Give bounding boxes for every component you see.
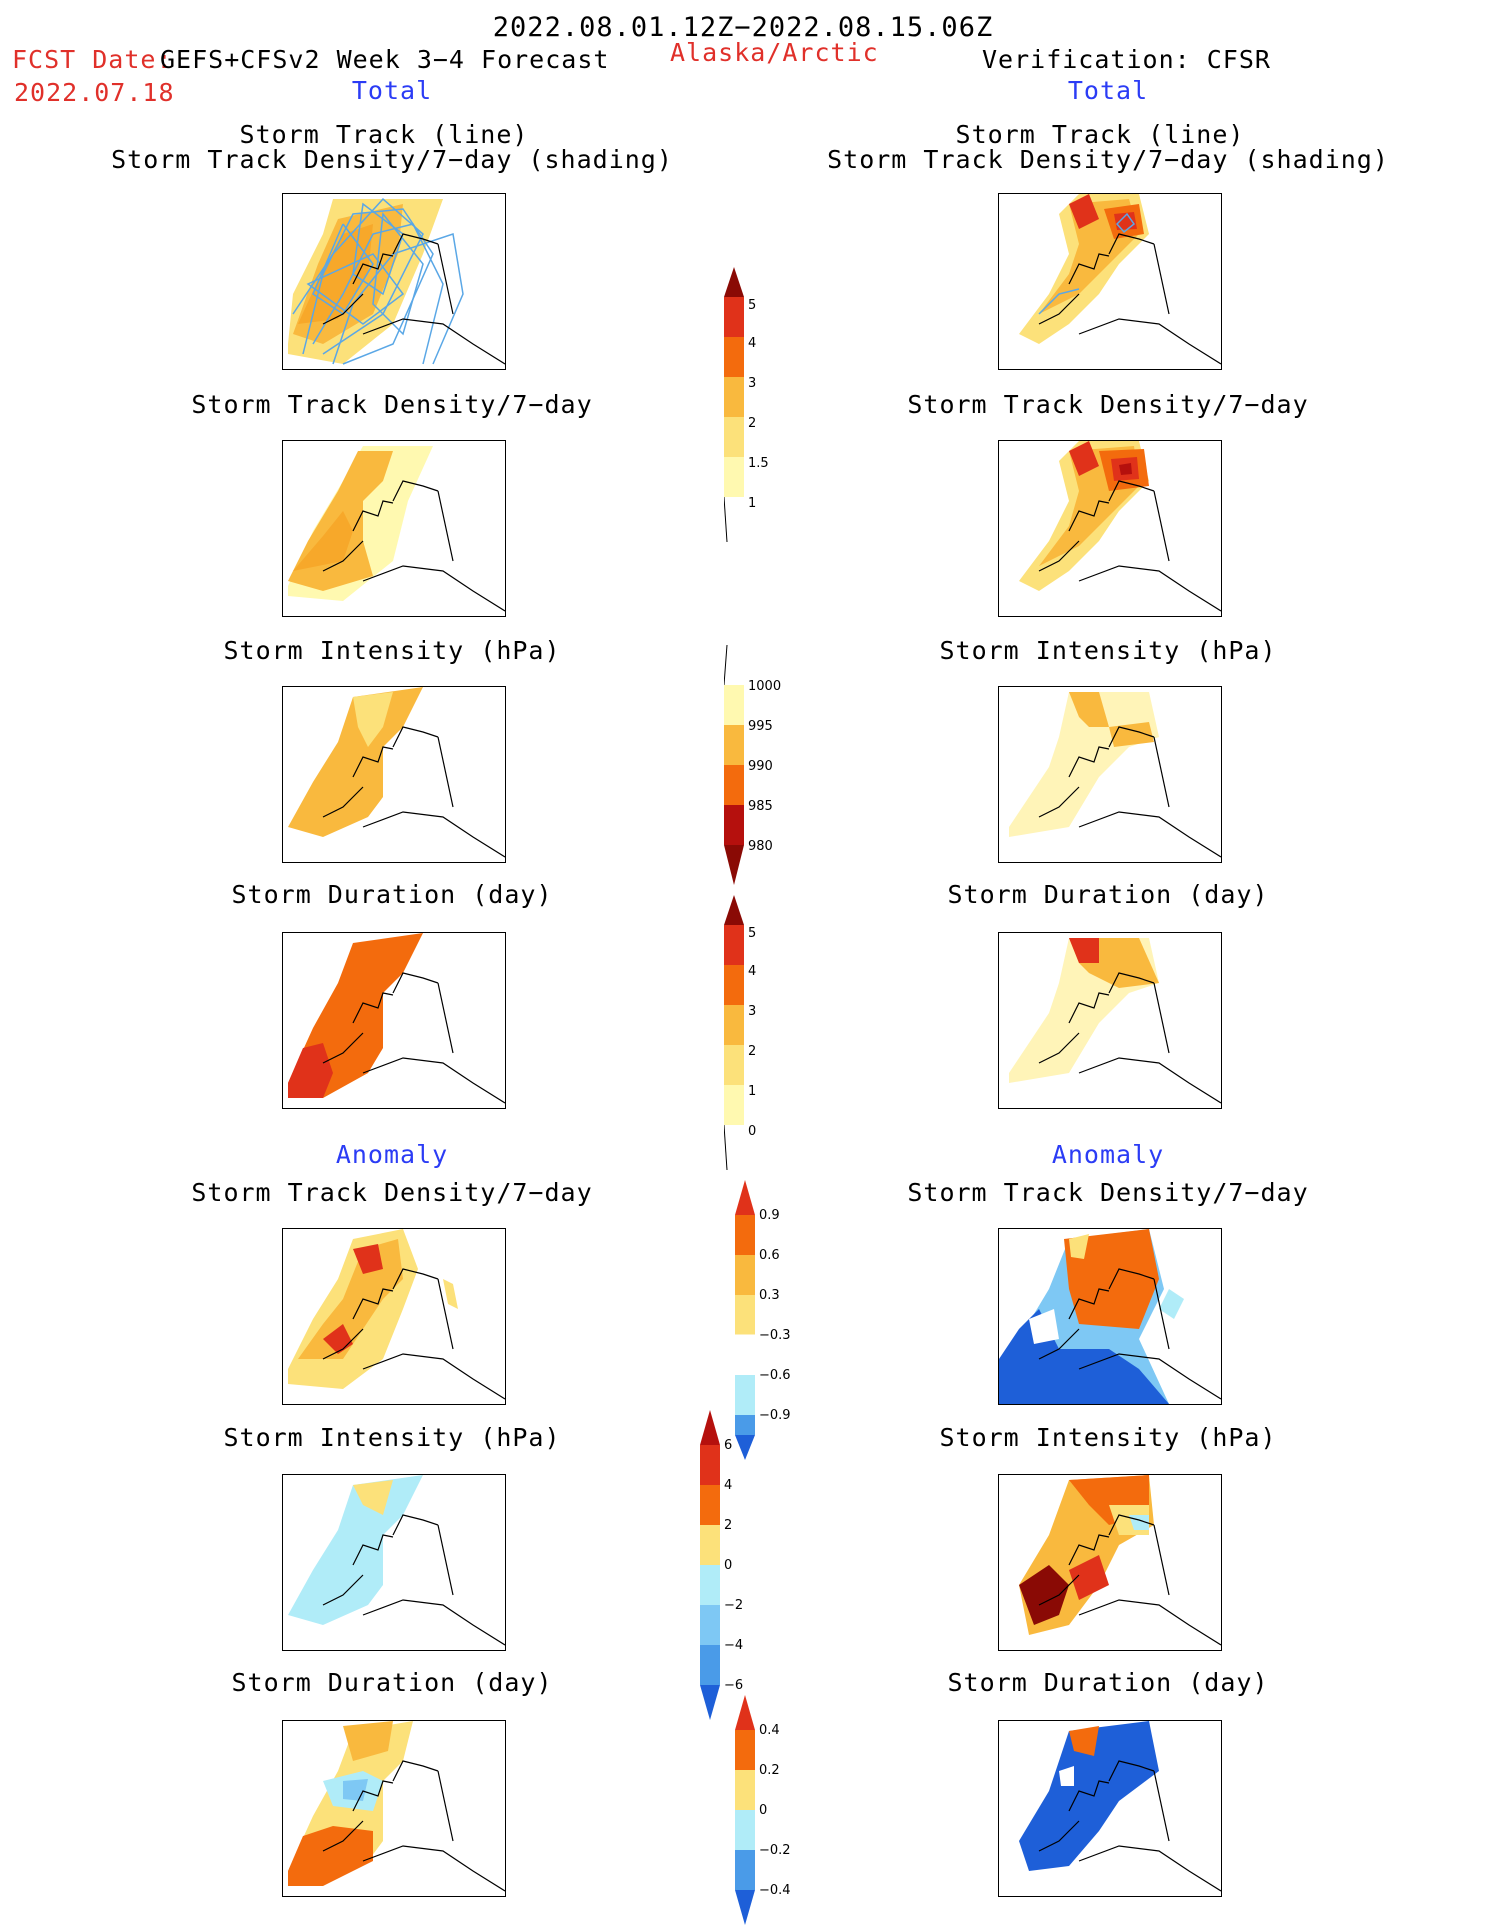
cbar-label: 4 [748, 964, 757, 979]
left-anom-density-title: Storm Track Density/7−day [191, 1178, 593, 1207]
cbar-label: 3 [748, 376, 757, 391]
cbar-label: 3 [748, 1004, 757, 1019]
right-intensity-title: Storm Intensity (hPa) [939, 636, 1277, 665]
right-total-label: Total [1067, 76, 1149, 105]
cbar-label: 5 [748, 926, 757, 941]
map-left-intensity [282, 686, 506, 863]
map-right-intensity [998, 686, 1222, 863]
map-right-anom-duration [998, 1720, 1222, 1897]
map-left-anom-intensity [282, 1474, 506, 1651]
cbar-label: −0.6 [759, 1368, 791, 1383]
region-label: Alaska/Arctic [670, 38, 879, 67]
cbar-label: −4 [724, 1638, 744, 1653]
cbar-label: 0.6 [759, 1248, 780, 1263]
colorbar-density-total: 5 4 3 2 1.5 1 [723, 262, 784, 543]
date-range-title: 2022.08.01.12Z−2022.08.15.06Z [492, 12, 994, 43]
right-anom-density-title: Storm Track Density/7−day [907, 1178, 1309, 1207]
left-anom-intensity-title: Storm Intensity (hPa) [223, 1423, 561, 1452]
cbar-label: 2 [748, 1044, 757, 1059]
cbar-label: 0.2 [759, 1763, 780, 1778]
cbar-label: 5 [748, 298, 757, 313]
left-density-title: Storm Track Density/7−day [191, 390, 593, 419]
map-right-track [998, 193, 1222, 370]
left-track-title-2: Storm Track Density/7−day (shading) [111, 145, 673, 174]
map-right-anom-intensity [998, 1474, 1222, 1651]
left-intensity-title: Storm Intensity (hPa) [223, 636, 561, 665]
map-right-anom-density [998, 1228, 1222, 1405]
cbar-label: −0.2 [759, 1843, 791, 1858]
cbar-label: 1.5 [748, 456, 769, 471]
cbar-label: 1000 [748, 679, 782, 694]
cbar-label: 980 [748, 839, 773, 854]
right-anom-intensity-title: Storm Intensity (hPa) [939, 1423, 1277, 1452]
fcst-date-label: FCST Date: [12, 45, 173, 74]
cbar-label: −0.4 [759, 1883, 791, 1898]
cbar-label: 0.4 [759, 1723, 780, 1738]
map-left-anom-duration [282, 1720, 506, 1897]
right-anom-duration-title: Storm Duration (day) [947, 1668, 1269, 1697]
cbar-label: 0 [759, 1803, 768, 1818]
cbar-label: 0 [748, 1124, 757, 1139]
cbar-label: −6 [724, 1678, 744, 1693]
cbar-label: 4 [724, 1478, 733, 1493]
cbar-label: 0.9 [759, 1208, 780, 1223]
colorbar-intensity-total: 1000 995 990 985 980 [723, 644, 784, 885]
map-left-density [282, 440, 506, 617]
colorbar-intensity-anom: 6 4 2 0 −2 −4 −6 [700, 1410, 760, 1720]
right-track-title-2: Storm Track Density/7−day (shading) [827, 145, 1389, 174]
cbar-label: −0.9 [759, 1408, 791, 1423]
left-duration-title: Storm Duration (day) [231, 880, 553, 909]
left-anomaly-label: Anomaly [335, 1140, 449, 1169]
cbar-label: 4 [748, 336, 757, 351]
cbar-label: −2 [724, 1598, 744, 1613]
cbar-label: 985 [748, 799, 773, 814]
cbar-label: 0.3 [759, 1288, 780, 1303]
cbar-label: 1 [748, 1084, 757, 1099]
map-left-track [282, 193, 506, 370]
cbar-label: 990 [748, 759, 773, 774]
left-track-title-1: Storm Track (line) [239, 120, 529, 149]
forecast-model-label: GEFS+CFSv2 Week 3−4 Forecast [160, 45, 610, 74]
cbar-label: 2 [724, 1518, 733, 1533]
left-total-label: Total [351, 76, 433, 105]
cbar-label: 2 [748, 416, 757, 431]
cbar-label: 1 [748, 496, 757, 511]
right-duration-title: Storm Duration (day) [947, 880, 1269, 909]
cbar-label: −0.3 [759, 1328, 791, 1343]
colorbar-duration-total: 5 4 3 2 1 0 [723, 890, 784, 1171]
map-left-anom-density [282, 1228, 506, 1405]
cbar-label: 0 [724, 1558, 733, 1573]
colorbar-density-anom: 0.9 0.6 0.3 −0.3 −0.6 −0.9 [734, 1180, 795, 1460]
right-track-title-1: Storm Track (line) [955, 120, 1245, 149]
cbar-label: 995 [748, 719, 773, 734]
right-anomaly-label: Anomaly [1051, 1140, 1165, 1169]
verification-label: Verification: CFSR [982, 45, 1271, 74]
left-anom-duration-title: Storm Duration (day) [231, 1668, 553, 1697]
right-density-title: Storm Track Density/7−day [907, 390, 1309, 419]
colorbar-duration-anom: 0.4 0.2 0 −0.2 −0.4 [735, 1695, 795, 1925]
map-left-duration [282, 932, 506, 1109]
cbar-label: 6 [724, 1438, 733, 1453]
forecast-date: 2022.07.18 [14, 78, 175, 107]
map-right-density [998, 440, 1222, 617]
map-right-duration [998, 932, 1222, 1109]
